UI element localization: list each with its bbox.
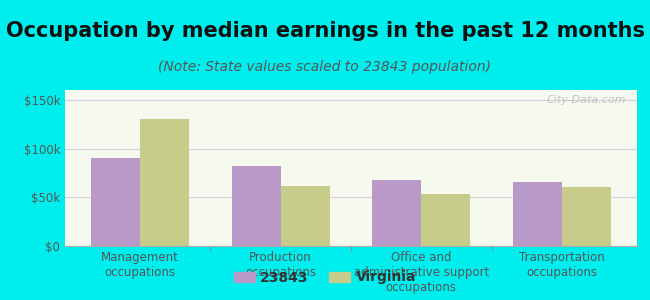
Text: Occupation by median earnings in the past 12 months: Occupation by median earnings in the pas… <box>5 21 645 41</box>
Bar <box>372 180 421 246</box>
Bar <box>140 119 189 246</box>
Bar <box>281 185 330 246</box>
Bar <box>421 194 471 246</box>
Bar <box>91 158 140 246</box>
Legend: 23843, Virginia: 23843, Virginia <box>228 265 422 290</box>
Bar <box>231 166 281 246</box>
Text: City-Data.com: City-Data.com <box>546 95 625 105</box>
Bar <box>513 182 562 246</box>
Text: (Note: State values scaled to 23843 population): (Note: State values scaled to 23843 popu… <box>159 60 491 74</box>
Bar <box>562 187 611 246</box>
